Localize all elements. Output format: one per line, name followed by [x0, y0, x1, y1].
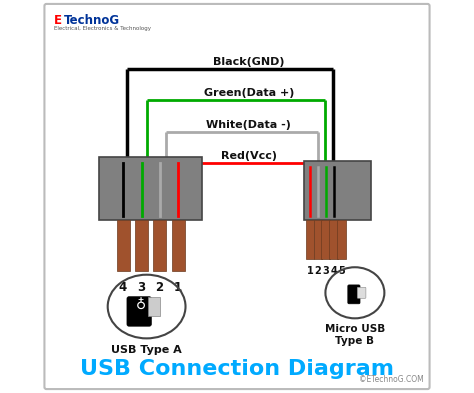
Text: 2: 2: [155, 281, 164, 294]
Text: 3: 3: [322, 266, 329, 276]
Text: 1: 1: [307, 266, 313, 276]
Text: Green(Data +): Green(Data +): [204, 88, 294, 98]
Bar: [337, 220, 346, 259]
FancyBboxPatch shape: [148, 297, 160, 316]
Text: Black(GND): Black(GND): [213, 57, 284, 67]
Text: Micro USB
Type B: Micro USB Type B: [325, 324, 385, 346]
Bar: [100, 157, 201, 220]
Text: 4: 4: [330, 266, 337, 276]
Bar: [117, 220, 129, 271]
Bar: [329, 220, 338, 259]
Text: 3: 3: [137, 281, 146, 294]
FancyBboxPatch shape: [45, 4, 429, 389]
Text: Electrical, Electronics & Technology: Electrical, Electronics & Technology: [54, 26, 151, 31]
Text: 5: 5: [338, 266, 345, 276]
Text: 1: 1: [174, 281, 182, 294]
Bar: [306, 220, 314, 259]
FancyBboxPatch shape: [357, 287, 366, 298]
Bar: [321, 220, 330, 259]
Text: USB Type A: USB Type A: [111, 345, 182, 355]
Text: 2: 2: [315, 266, 321, 276]
Text: White(Data -): White(Data -): [206, 120, 291, 130]
Text: Red(Vcc): Red(Vcc): [221, 151, 277, 161]
Bar: [135, 220, 148, 271]
FancyBboxPatch shape: [127, 297, 151, 326]
Text: ♁: ♁: [136, 298, 146, 312]
Text: 4: 4: [119, 281, 127, 294]
Text: TechnoG: TechnoG: [64, 14, 120, 27]
Text: E: E: [54, 14, 62, 27]
Bar: [153, 220, 166, 271]
FancyBboxPatch shape: [348, 285, 360, 304]
Bar: [314, 220, 322, 259]
Bar: [304, 161, 371, 220]
Text: ©ETechnoG.COM: ©ETechnoG.COM: [359, 375, 424, 384]
Text: USB Connection Diagram: USB Connection Diagram: [80, 360, 394, 379]
Bar: [172, 220, 184, 271]
